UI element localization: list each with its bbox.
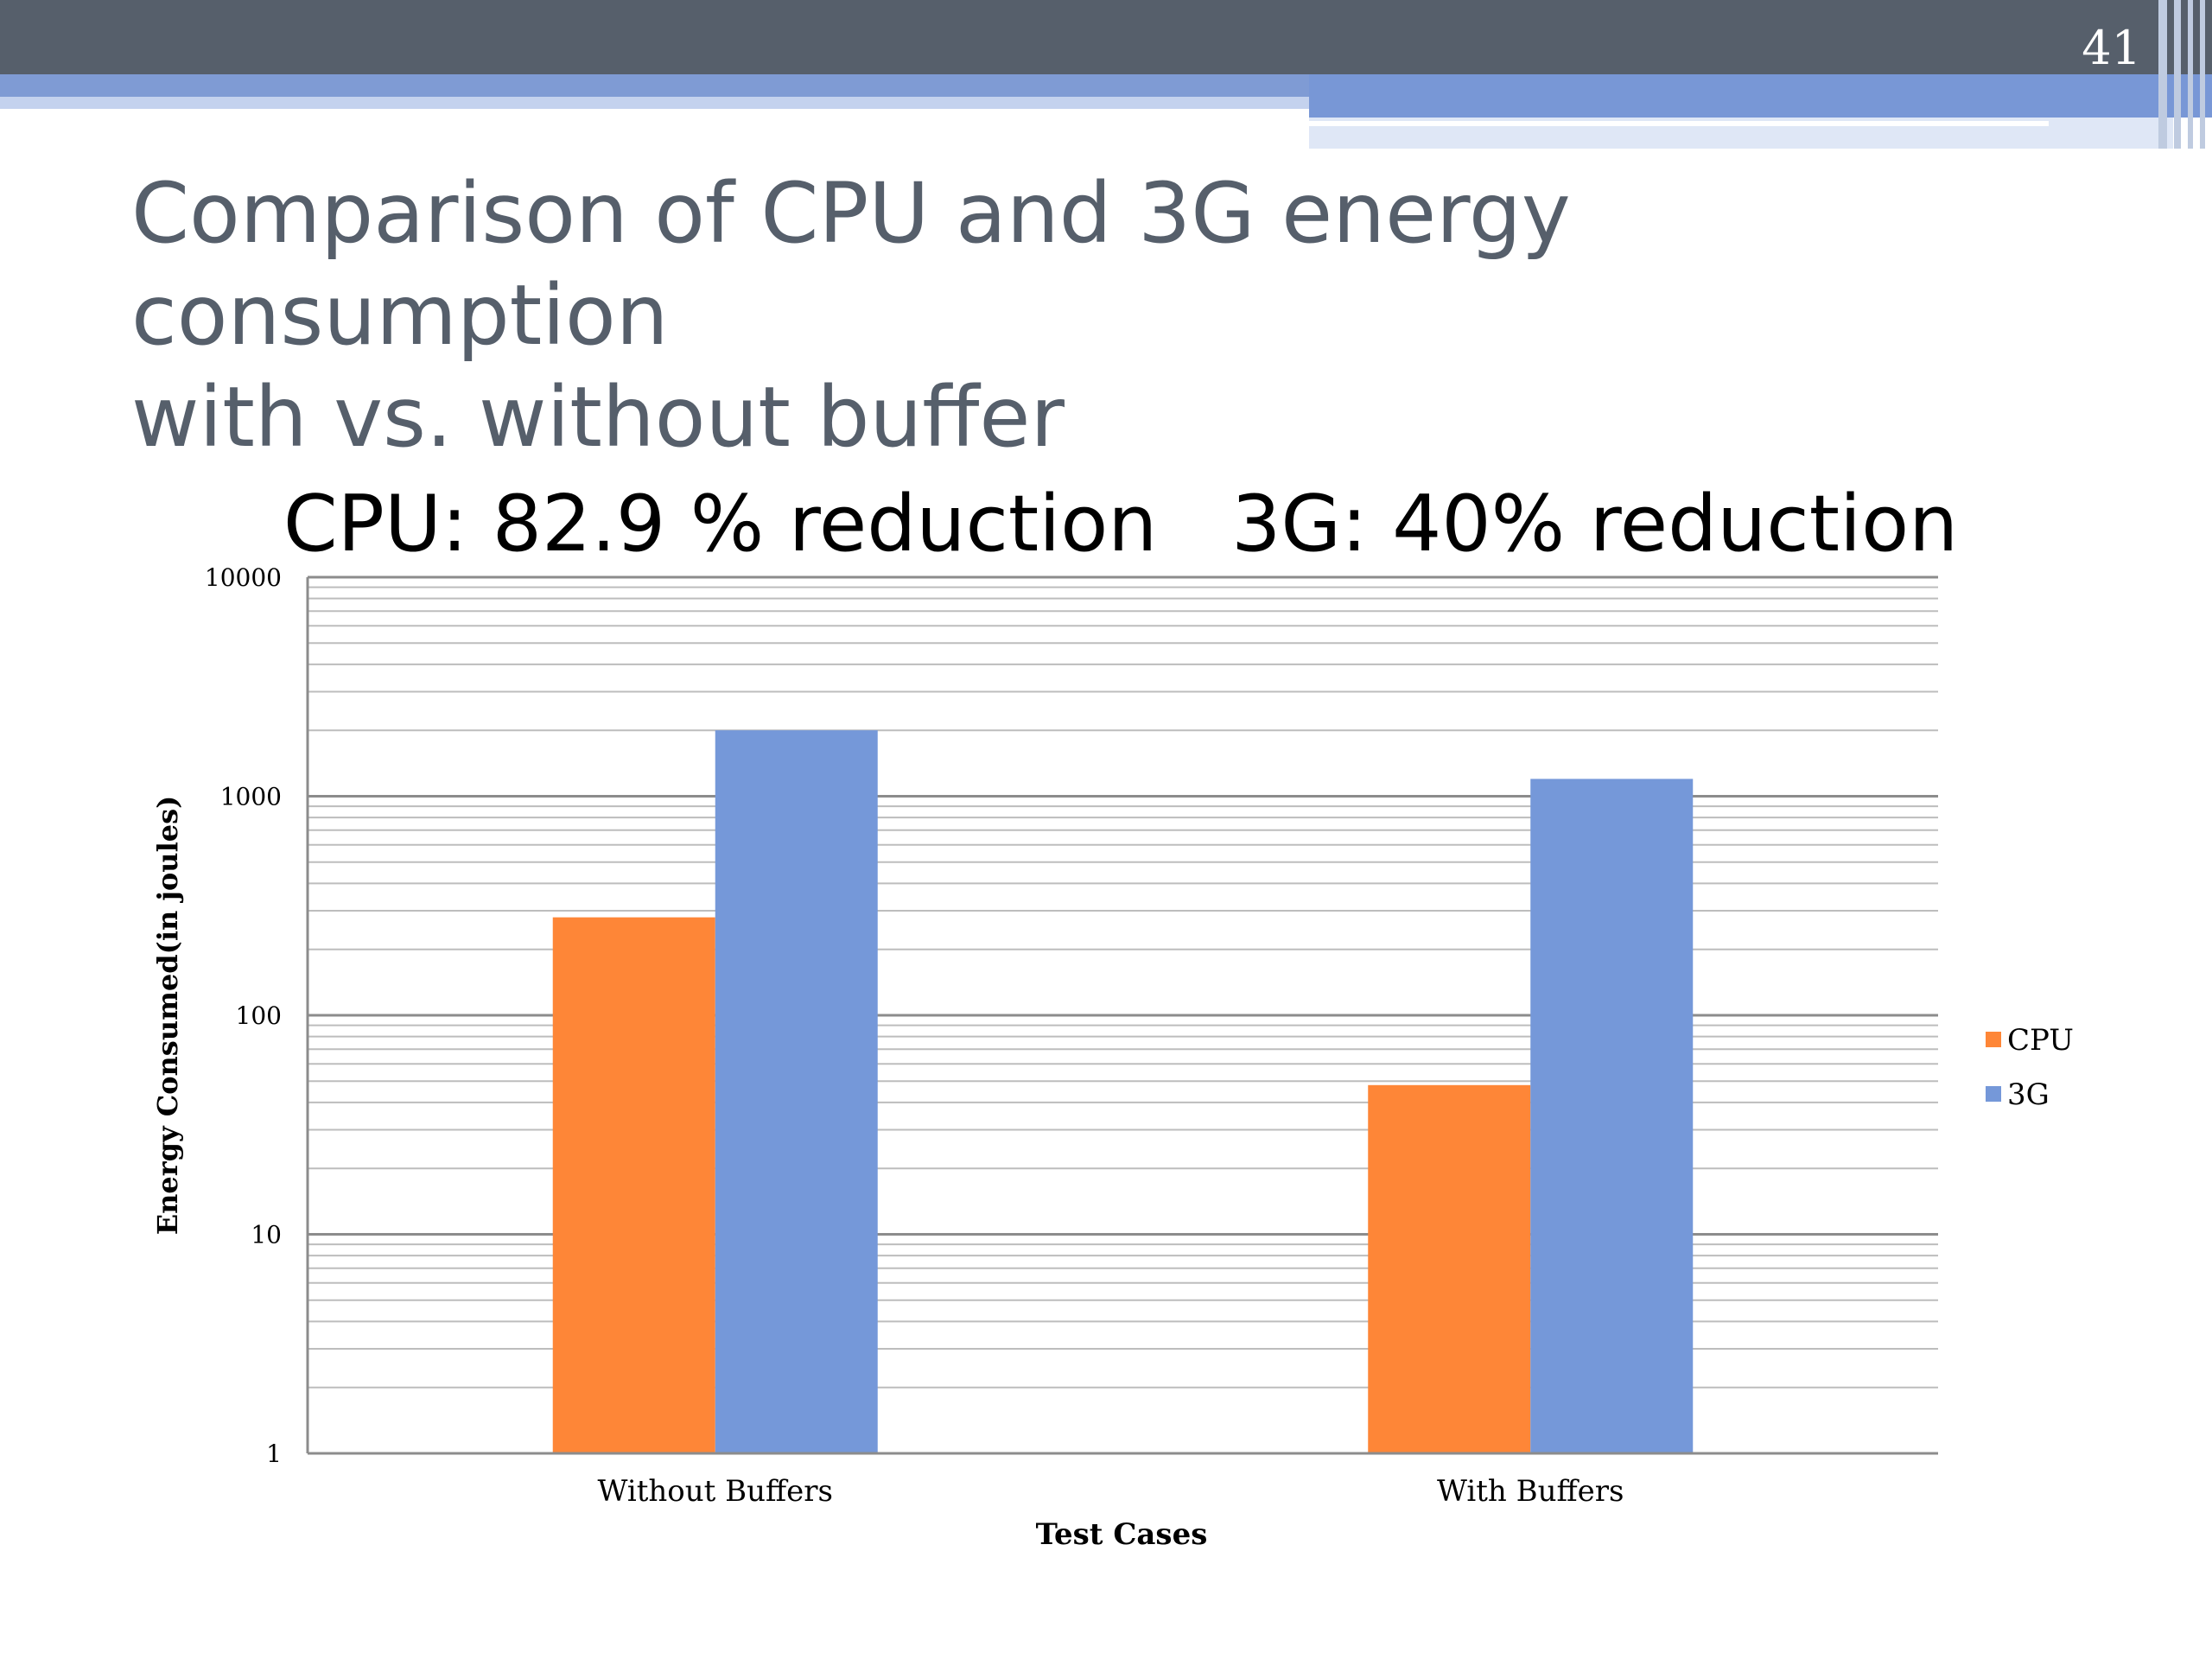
legend-label-cpu: CPU <box>2007 1023 2074 1058</box>
header-stripe <box>2174 0 2181 149</box>
bar-3g-2 <box>1530 779 1694 1453</box>
header-stripe <box>2200 0 2205 149</box>
header-stripe <box>2188 0 2193 149</box>
header-stripe <box>2158 0 2167 149</box>
header-accent-band <box>0 74 1309 97</box>
legend-swatch-cpu <box>1986 1032 2001 1047</box>
y-tick-label: 1 <box>266 1440 282 1468</box>
y-tick-label: 10 <box>251 1221 282 1249</box>
bar-cpu-2 <box>1368 1084 1531 1453</box>
legend-swatch-3g <box>1986 1086 2001 1102</box>
y-axis-title: Energy Consumed(in joules) <box>151 796 184 1236</box>
slide-title-line-1: Comparison of CPU and 3G energy consumpt… <box>131 165 1571 364</box>
y-tick-label: 100 <box>236 1001 282 1030</box>
x-tick-label: Without Buffers <box>598 1474 833 1509</box>
slide-number: 41 <box>2082 21 2141 75</box>
slide-title-line-2: with vs. without buffer <box>131 369 1065 466</box>
header-accent-band-right <box>1309 74 2212 118</box>
bar-3g-1 <box>715 730 878 1453</box>
x-tick-label: With Buffers <box>1437 1474 1624 1509</box>
header-accent-band-light <box>0 97 1309 109</box>
x-axis-title: Test Cases <box>1036 1517 1208 1552</box>
slide-title: Comparison of CPU and 3G energy consumpt… <box>131 162 2119 468</box>
chart-gridlines <box>308 575 1938 1455</box>
y-tick-label: 10000 <box>205 563 282 592</box>
chart-bars <box>552 730 1694 1453</box>
legend-label-3g: 3G <box>2007 1077 2050 1112</box>
header-divider-line <box>1309 121 2049 126</box>
header-band <box>0 0 2212 74</box>
chart-title: CPU: 82.9 % reduction 3G: 40% reduction <box>283 479 1958 569</box>
chart-axes: 1 10 100 1000 10000 Without Buffers With Buffe… <box>205 563 1938 1509</box>
bar-cpu-1 <box>552 917 715 1453</box>
chart-legend: CPU 3G <box>1986 1023 2074 1112</box>
y-tick-label: 1000 <box>220 783 282 811</box>
